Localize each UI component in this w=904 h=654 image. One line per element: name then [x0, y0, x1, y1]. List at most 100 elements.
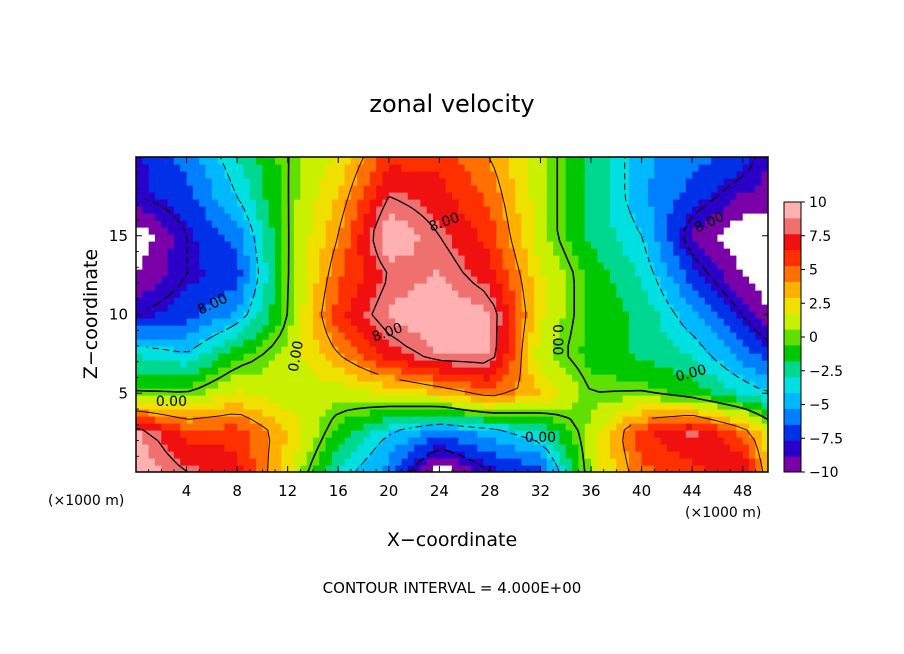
field-cell: [211, 220, 219, 228]
field-cell: [635, 178, 643, 186]
field-cell: [306, 388, 314, 396]
field-cell: [395, 164, 403, 172]
field-cell: [369, 178, 377, 186]
field-cell: [331, 451, 339, 459]
field-cell: [154, 157, 162, 165]
field-cell: [388, 444, 396, 452]
field-cell: [622, 318, 630, 326]
field-cell: [723, 304, 731, 312]
field-cell: [173, 451, 181, 459]
field-cell: [717, 248, 725, 256]
field-cell: [433, 262, 440, 270]
field-cell: [464, 332, 472, 340]
field-cell: [452, 395, 459, 403]
field-cell: [654, 206, 662, 214]
field-cell: [230, 255, 238, 263]
field-cell: [401, 318, 409, 326]
field-cell: [148, 213, 156, 221]
field-cell: [597, 374, 605, 382]
field-cell: [136, 241, 143, 249]
field-cell: [546, 241, 554, 249]
field-cell: [420, 164, 428, 172]
field-cell: [647, 437, 655, 445]
field-cell: [224, 178, 232, 186]
field-cell: [243, 304, 251, 312]
field-cell: [180, 255, 188, 263]
field-cell: [262, 234, 270, 242]
field-cell: [401, 451, 409, 459]
field-cell: [749, 199, 756, 207]
field-cell: [401, 220, 409, 228]
field-cell: [154, 458, 162, 466]
field-cell: [761, 283, 768, 291]
field-cell: [230, 297, 238, 305]
field-cell: [294, 416, 301, 424]
field-cell: [382, 157, 390, 165]
field-cell: [711, 185, 719, 193]
field-cell: [641, 416, 649, 424]
field-cell: [679, 374, 687, 382]
field-cell: [363, 332, 371, 340]
field-cell: [546, 353, 554, 361]
field-cell: [325, 283, 333, 291]
field-cell: [401, 234, 409, 242]
field-cell: [319, 332, 327, 340]
field-cell: [357, 276, 365, 284]
field-cell: [256, 395, 263, 403]
field-cell: [597, 416, 605, 424]
field-cell: [692, 451, 700, 459]
field-cell: [148, 234, 156, 242]
field-cell: [268, 227, 276, 235]
field-cell: [578, 297, 586, 305]
x-axis: 4 8 12 16 20 24 28 32 36 40 44 48: [148, 157, 756, 500]
field-cell: [287, 213, 295, 221]
field-cell: [382, 192, 390, 200]
field-cell: [300, 241, 308, 249]
field-cell: [192, 458, 200, 466]
field-cell: [218, 206, 226, 214]
field-cell: [540, 388, 548, 396]
field-cell: [553, 416, 561, 424]
field-cell: [647, 367, 655, 375]
field-cell: [312, 262, 320, 270]
field-cell: [344, 416, 352, 424]
field-cell: [723, 332, 731, 340]
field-cell: [154, 248, 162, 256]
field-cell: [268, 304, 276, 312]
field-cell: [249, 402, 257, 410]
field-cell: [445, 318, 453, 326]
field-cell: [591, 367, 598, 375]
field-cell: [761, 164, 768, 172]
field-cell: [635, 360, 643, 368]
field-cell: [388, 430, 396, 438]
field-cell: [704, 269, 712, 277]
field-cell: [154, 423, 162, 431]
field-cell: [736, 157, 744, 165]
field-cell: [331, 304, 339, 312]
field-cell: [452, 213, 459, 221]
field-cell: [357, 213, 365, 221]
field-cell: [654, 262, 662, 270]
field-cell: [275, 367, 282, 375]
field-cell: [736, 199, 744, 207]
field-cell: [755, 269, 763, 277]
field-cell: [647, 227, 655, 235]
field-cell: [192, 276, 200, 284]
field-cell: [243, 409, 251, 417]
field-cell: [136, 199, 143, 207]
field-cell: [572, 444, 579, 452]
field-cell: [458, 248, 466, 256]
field-cell: [237, 332, 245, 340]
field-cell: [350, 213, 358, 221]
field-cell: [433, 199, 440, 207]
field-cell: [243, 325, 251, 333]
field-cell: [426, 206, 434, 214]
field-cell: [591, 353, 598, 361]
field-cell: [565, 290, 573, 298]
field-cell: [249, 227, 257, 235]
field-cell: [433, 339, 440, 347]
field-cell: [173, 276, 181, 284]
field-cell: [597, 213, 605, 221]
field-cell: [338, 430, 346, 438]
field-cell: [218, 269, 226, 277]
